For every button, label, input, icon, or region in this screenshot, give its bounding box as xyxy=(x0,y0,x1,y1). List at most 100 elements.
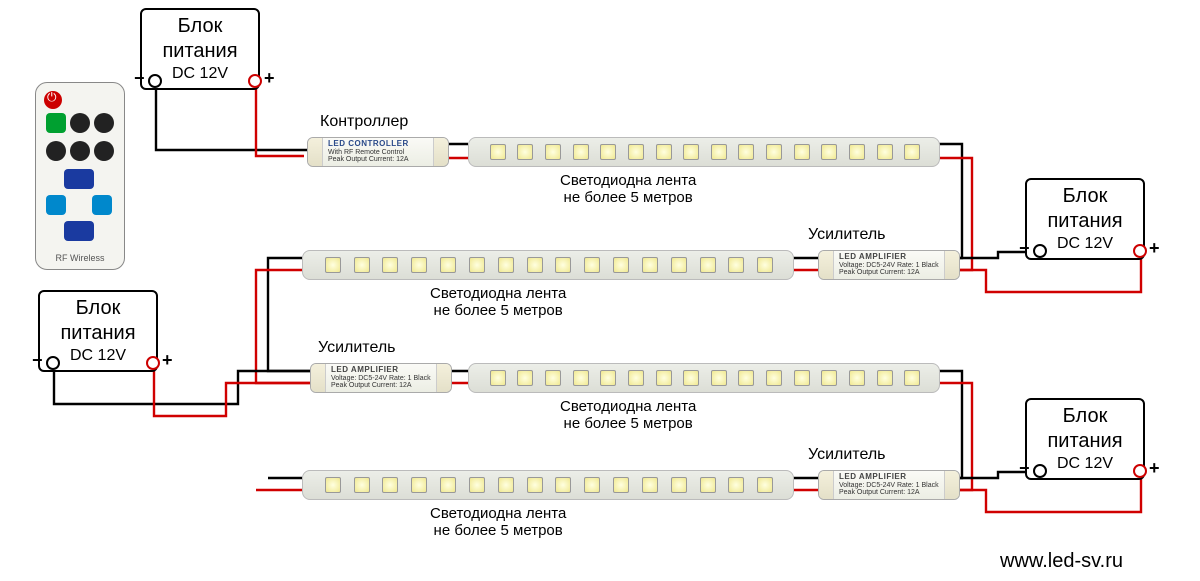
led-chip xyxy=(711,370,727,386)
led-chip xyxy=(642,257,658,273)
led-chip xyxy=(642,477,658,493)
psu-title: Блок xyxy=(1037,404,1133,429)
psu-voltage: DC 12V xyxy=(1037,234,1133,254)
led-chip xyxy=(656,144,672,160)
led-chip xyxy=(440,257,456,273)
wire xyxy=(256,82,304,156)
led-chip xyxy=(628,144,644,160)
strip-caption: Светодиодна лентане более 5 метров xyxy=(430,505,566,539)
remote-button xyxy=(46,141,66,161)
remote-button xyxy=(94,141,114,161)
remote-button xyxy=(70,113,90,133)
led-chip xyxy=(555,257,571,273)
led-chip xyxy=(469,257,485,273)
led-chip xyxy=(794,370,810,386)
remote-button xyxy=(64,169,94,189)
led-chip xyxy=(728,477,744,493)
remote-button xyxy=(46,113,66,133)
led-strip xyxy=(302,250,794,280)
remote-footer: RF Wireless xyxy=(36,253,124,263)
led-chip xyxy=(700,477,716,493)
led-chip xyxy=(325,477,341,493)
led-amplifier: LED AMPLIFIERVoltage: DC5-24V Rate: 1 Bl… xyxy=(310,363,452,393)
led-strip xyxy=(468,137,940,167)
controller-title: LED CONTROLLER xyxy=(328,139,409,148)
led-chip xyxy=(613,477,629,493)
psu-title2: питания xyxy=(50,321,146,346)
source-url: www.led-sv.ru xyxy=(1000,550,1123,573)
psu-title: Блок xyxy=(50,296,146,321)
led-chip xyxy=(877,370,893,386)
psu-title: Блок xyxy=(152,14,248,39)
led-amplifier: LED AMPLIFIERVoltage: DC5-24V Rate: 1 Bl… xyxy=(818,470,960,500)
controller-sub: With RF Remote ControlPeak Output Curren… xyxy=(328,149,409,164)
led-chip xyxy=(711,144,727,160)
led-chip xyxy=(766,370,782,386)
minus-sign: − xyxy=(134,68,145,89)
led-chip xyxy=(325,257,341,273)
strip-caption: Светодиодна лентане более 5 метров xyxy=(430,285,566,319)
terminal-plus xyxy=(248,74,262,88)
led-chip xyxy=(490,144,506,160)
led-chip xyxy=(382,257,398,273)
led-chip xyxy=(555,477,571,493)
led-chip xyxy=(527,257,543,273)
led-chip xyxy=(904,370,920,386)
wire xyxy=(156,82,307,150)
psu-voltage: DC 12V xyxy=(50,346,146,366)
terminal-minus xyxy=(148,74,162,88)
amplifier-sub: Voltage: DC5-24V Rate: 1 BlackPeak Outpu… xyxy=(839,262,939,277)
amplifier-title: LED AMPLIFIER xyxy=(839,252,907,261)
psu-title2: питания xyxy=(1037,429,1133,454)
plus-sign: + xyxy=(1149,458,1160,479)
remote-button xyxy=(46,195,66,215)
led-chip xyxy=(354,477,370,493)
led-chip xyxy=(728,257,744,273)
led-chip xyxy=(628,370,644,386)
terminal-plus xyxy=(1133,464,1147,478)
strip-caption: Светодиодна лентане более 5 метров xyxy=(560,398,696,432)
minus-sign: − xyxy=(1019,458,1030,479)
wire xyxy=(938,144,962,258)
amplifier-label: Усилитель xyxy=(808,446,886,464)
led-chip xyxy=(469,477,485,493)
minus-sign: − xyxy=(1019,238,1030,259)
wire xyxy=(256,270,310,383)
led-chip xyxy=(517,370,533,386)
psu-title2: питания xyxy=(1037,209,1133,234)
terminal-minus xyxy=(46,356,60,370)
led-chip xyxy=(498,257,514,273)
amplifier-title: LED AMPLIFIER xyxy=(839,472,907,481)
rf-remote: RF Wireless xyxy=(35,82,125,270)
led-chip xyxy=(490,370,506,386)
led-chip xyxy=(671,477,687,493)
led-chip xyxy=(354,257,370,273)
led-chip xyxy=(600,144,616,160)
led-chip xyxy=(411,477,427,493)
plus-sign: + xyxy=(264,68,275,89)
controller-label: Контроллер xyxy=(320,113,408,131)
led-chip xyxy=(683,144,699,160)
led-chip xyxy=(700,257,716,273)
led-chip xyxy=(738,370,754,386)
wire xyxy=(938,371,962,478)
amplifier-title: LED AMPLIFIER xyxy=(331,365,399,374)
amplifier-sub: Voltage: DC5-24V Rate: 1 BlackPeak Outpu… xyxy=(331,375,431,390)
led-chip xyxy=(498,477,514,493)
led-chip xyxy=(904,144,920,160)
psu-voltage: DC 12V xyxy=(1037,454,1133,474)
led-chip xyxy=(757,257,773,273)
led-chip xyxy=(584,477,600,493)
terminal-plus xyxy=(1133,244,1147,258)
led-chip xyxy=(600,370,616,386)
led-chip xyxy=(573,144,589,160)
psu-voltage: DC 12V xyxy=(152,64,248,84)
terminal-minus xyxy=(1033,464,1047,478)
led-chip xyxy=(877,144,893,160)
strip-caption: Светодиодна лентане более 5 метров xyxy=(560,172,696,206)
led-chip xyxy=(794,144,810,160)
led-chip xyxy=(757,477,773,493)
remote-button xyxy=(70,141,90,161)
led-chip xyxy=(613,257,629,273)
led-chip xyxy=(440,477,456,493)
